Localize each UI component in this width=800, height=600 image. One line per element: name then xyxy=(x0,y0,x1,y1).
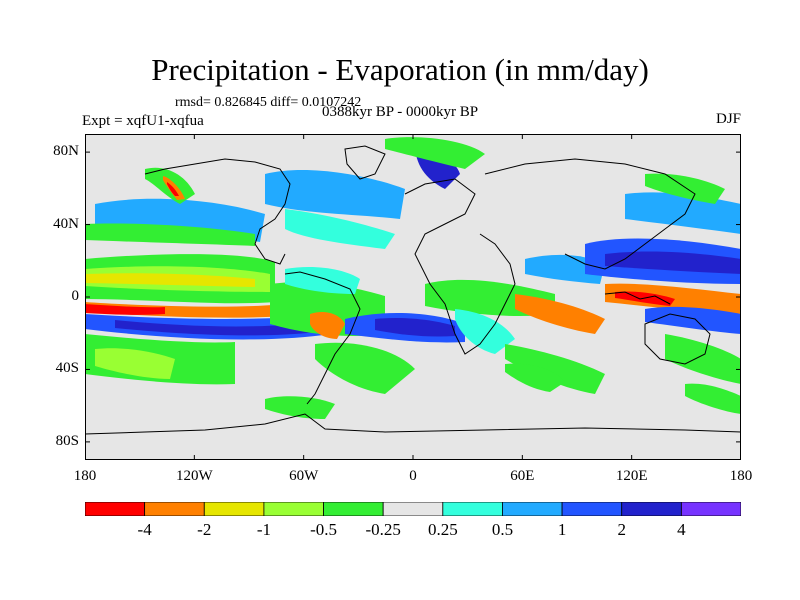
colorbar-swatch xyxy=(502,502,563,516)
colorbar-swatch xyxy=(561,502,623,516)
lon-tick-label: 60E xyxy=(510,468,535,484)
colorbar-swatch xyxy=(680,502,741,516)
colorbar-label: 1 xyxy=(557,520,567,539)
colorbar xyxy=(85,502,741,516)
colorbar-label: -0.25 xyxy=(365,520,401,539)
colorbar-swatch xyxy=(85,502,146,516)
colorbar-label: -2 xyxy=(197,520,212,539)
colorbar-label: 4 xyxy=(677,520,686,539)
lat-tick-label: 80N xyxy=(53,143,79,160)
colorbar-swatch xyxy=(382,502,444,516)
period-label: 0388kyr BP - 0000kyr BP xyxy=(322,104,479,120)
colorbar-label: -4 xyxy=(137,520,152,539)
colorbar-label: 0.5 xyxy=(491,520,514,539)
colorbar-swatch xyxy=(442,502,503,516)
colorbar-label: 0.25 xyxy=(427,520,458,539)
season-label: DJF xyxy=(715,111,741,127)
lat-tick-label: 80S xyxy=(55,432,79,449)
lon-tick-label: 0 xyxy=(409,468,417,484)
experiment-label: Expt = xqfU1-xqfua xyxy=(82,113,204,129)
colorbar-swatch xyxy=(203,502,265,516)
lat-tick-label: 0 xyxy=(71,288,80,304)
lat-tick-label: 40N xyxy=(53,215,79,232)
lon-tick-label: 180 xyxy=(73,468,97,484)
lon-tick-label: 120E xyxy=(615,468,648,484)
colorbar-swatch xyxy=(263,502,324,516)
colorbar-swatch xyxy=(144,502,205,516)
map-panel xyxy=(85,134,741,460)
lon-tick-label: 120W xyxy=(175,468,213,484)
colorbar-swatch xyxy=(323,502,384,516)
lon-tick-label: 60W xyxy=(289,468,319,484)
lat-tick-label: 40S xyxy=(55,360,79,377)
contour-fields xyxy=(85,137,741,419)
colorbar-label: 2 xyxy=(617,520,626,539)
axis-ticks xyxy=(85,134,741,460)
lon-tick-label: 180 xyxy=(729,468,753,484)
coastlines xyxy=(85,145,741,435)
colorbar-label: -0.5 xyxy=(310,520,337,539)
rmsd-diff-text: rmsd= 0.826845 diff= 0.0107242 xyxy=(175,95,362,110)
colorbar-swatch xyxy=(621,502,682,516)
colorbar-label: -1 xyxy=(256,520,271,539)
plot-title: Precipitation - Evaporation (in mm/day) xyxy=(151,52,649,87)
